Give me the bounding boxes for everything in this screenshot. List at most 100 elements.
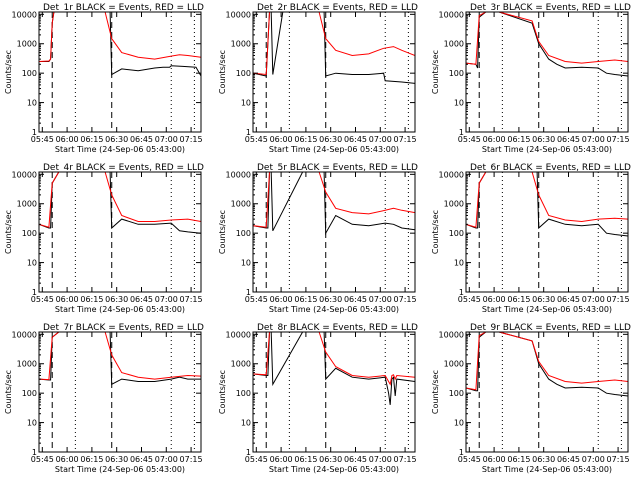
x-tick-label: 07:15 bbox=[180, 135, 203, 144]
x-tick-label: 07:15 bbox=[180, 295, 203, 304]
y-tick-label: 100 bbox=[449, 69, 464, 78]
plot-frame bbox=[252, 171, 416, 293]
x-tick-label: 05:45 bbox=[458, 295, 481, 304]
series-line-lld bbox=[253, 332, 415, 386]
y-tick-label: 1000 bbox=[17, 360, 37, 369]
y-tick-label: 10000 bbox=[439, 170, 464, 179]
x-tick-label: 07:00 bbox=[155, 135, 178, 144]
y-tick-label: 100 bbox=[22, 389, 37, 398]
plot-frame bbox=[465, 171, 629, 293]
y-axis-label: Counts/sec bbox=[431, 50, 440, 94]
y-axis-label: Counts/sec bbox=[4, 370, 13, 414]
y-tick-label: 10 bbox=[27, 99, 37, 108]
y-tick-label: 10 bbox=[454, 99, 464, 108]
x-tick-label: 06:45 bbox=[130, 455, 153, 464]
y-tick-label: 10 bbox=[241, 99, 251, 108]
x-tick-label: 07:00 bbox=[582, 135, 605, 144]
x-tick-label: 06:15 bbox=[507, 135, 530, 144]
y-tick-label: 10000 bbox=[226, 10, 251, 19]
chart-panel-5: Det_5r BLACK = Events, RED = LLD 1 10 100 10… bbox=[218, 163, 418, 314]
y-tick-label: 1 bbox=[32, 448, 37, 457]
series-line-events bbox=[466, 172, 628, 237]
series-line-events bbox=[39, 12, 201, 77]
chart-title: Det_1r BLACK = Events, RED = LLD bbox=[43, 3, 204, 13]
x-axis-label: Start Time (24-Sep-06 05:43:00) bbox=[269, 305, 399, 314]
x-tick-label: 05:45 bbox=[245, 295, 268, 304]
x-tick-label: 06:30 bbox=[319, 455, 342, 464]
x-axis-label: Start Time (24-Sep-06 05:43:00) bbox=[482, 465, 612, 474]
chart-title: Det_9r BLACK = Events, RED = LLD bbox=[470, 323, 631, 333]
series-line-events bbox=[253, 12, 415, 84]
y-tick-label: 10000 bbox=[226, 170, 251, 179]
y-axis-label: Counts/sec bbox=[4, 50, 13, 94]
x-tick-label: 06:15 bbox=[507, 455, 530, 464]
y-tick-label: 10000 bbox=[439, 10, 464, 19]
x-tick-label: 06:15 bbox=[80, 455, 103, 464]
x-tick-label: 06:00 bbox=[270, 455, 293, 464]
x-tick-label: 07:00 bbox=[582, 455, 605, 464]
x-tick-label: 07:00 bbox=[155, 295, 178, 304]
x-axis-label: Start Time (24-Sep-06 05:43:00) bbox=[55, 305, 185, 314]
y-tick-label: 10 bbox=[27, 419, 37, 428]
x-tick-label: 06:00 bbox=[56, 135, 79, 144]
y-tick-label: 1 bbox=[246, 288, 251, 297]
x-tick-label: 07:00 bbox=[369, 295, 392, 304]
y-tick-label: 1 bbox=[246, 448, 251, 457]
x-tick-label: 07:15 bbox=[394, 295, 417, 304]
series-line-lld bbox=[39, 12, 201, 62]
x-tick-label: 06:00 bbox=[270, 295, 293, 304]
y-tick-label: 100 bbox=[22, 69, 37, 78]
y-tick-label: 1000 bbox=[444, 200, 464, 209]
series-line-events bbox=[39, 332, 201, 386]
chart-panel-1: Det_1r BLACK = Events, RED = LLD 1 10 100 10… bbox=[4, 3, 204, 154]
x-tick-label: 05:45 bbox=[458, 455, 481, 464]
x-tick-label: 06:15 bbox=[294, 135, 317, 144]
x-tick-label: 07:15 bbox=[394, 135, 417, 144]
x-tick-label: 06:30 bbox=[105, 295, 128, 304]
x-tick-label: 05:45 bbox=[245, 135, 268, 144]
x-tick-label: 06:30 bbox=[319, 295, 342, 304]
y-tick-label: 10000 bbox=[226, 330, 251, 339]
y-tick-label: 10 bbox=[241, 419, 251, 428]
x-axis-label: Start Time (24-Sep-06 05:43:00) bbox=[55, 465, 185, 474]
chart-panel-6: Det_6r BLACK = Events, RED = LLD 1 10 100 10… bbox=[431, 163, 631, 314]
y-tick-label: 1 bbox=[459, 448, 464, 457]
y-tick-label: 100 bbox=[236, 69, 251, 78]
x-tick-label: 07:15 bbox=[180, 455, 203, 464]
y-axis-label: Counts/sec bbox=[218, 210, 227, 254]
y-axis-label: Counts/sec bbox=[431, 210, 440, 254]
y-tick-label: 1000 bbox=[17, 200, 37, 209]
series-line-events bbox=[253, 172, 415, 236]
y-tick-label: 1 bbox=[459, 128, 464, 137]
series-line-lld bbox=[39, 172, 201, 228]
x-tick-label: 06:00 bbox=[270, 135, 293, 144]
x-tick-label: 06:00 bbox=[56, 455, 79, 464]
chart-title: Det_6r BLACK = Events, RED = LLD bbox=[470, 163, 631, 173]
x-tick-label: 06:45 bbox=[130, 295, 153, 304]
x-axis-label: Start Time (24-Sep-06 05:43:00) bbox=[482, 145, 612, 154]
plot-frame bbox=[465, 331, 629, 453]
x-tick-label: 07:15 bbox=[607, 135, 630, 144]
x-tick-label: 06:30 bbox=[532, 135, 555, 144]
x-tick-label: 06:15 bbox=[294, 455, 317, 464]
y-tick-label: 100 bbox=[22, 229, 37, 238]
x-axis-label: Start Time (24-Sep-06 05:43:00) bbox=[269, 465, 399, 474]
y-tick-label: 100 bbox=[449, 389, 464, 398]
series-line-events bbox=[253, 332, 415, 405]
y-tick-label: 1 bbox=[246, 128, 251, 137]
series-line-lld bbox=[253, 12, 415, 76]
chart-title: Det_2r BLACK = Events, RED = LLD bbox=[257, 3, 418, 13]
y-tick-label: 10000 bbox=[12, 170, 37, 179]
x-tick-label: 06:30 bbox=[532, 455, 555, 464]
chart-panel-2: Det_2r BLACK = Events, RED = LLD 1 10 100 10… bbox=[218, 3, 418, 154]
x-tick-label: 07:15 bbox=[394, 455, 417, 464]
y-tick-label: 1000 bbox=[231, 40, 251, 49]
y-axis-label: Counts/sec bbox=[218, 370, 227, 414]
y-axis-label: Counts/sec bbox=[431, 370, 440, 414]
x-tick-label: 05:45 bbox=[458, 135, 481, 144]
x-tick-label: 05:45 bbox=[31, 455, 54, 464]
chart-title: Det_5r BLACK = Events, RED = LLD bbox=[257, 163, 418, 173]
x-axis-label: Start Time (24-Sep-06 05:43:00) bbox=[269, 145, 399, 154]
x-tick-label: 06:00 bbox=[483, 135, 506, 144]
x-tick-label: 06:45 bbox=[557, 135, 580, 144]
